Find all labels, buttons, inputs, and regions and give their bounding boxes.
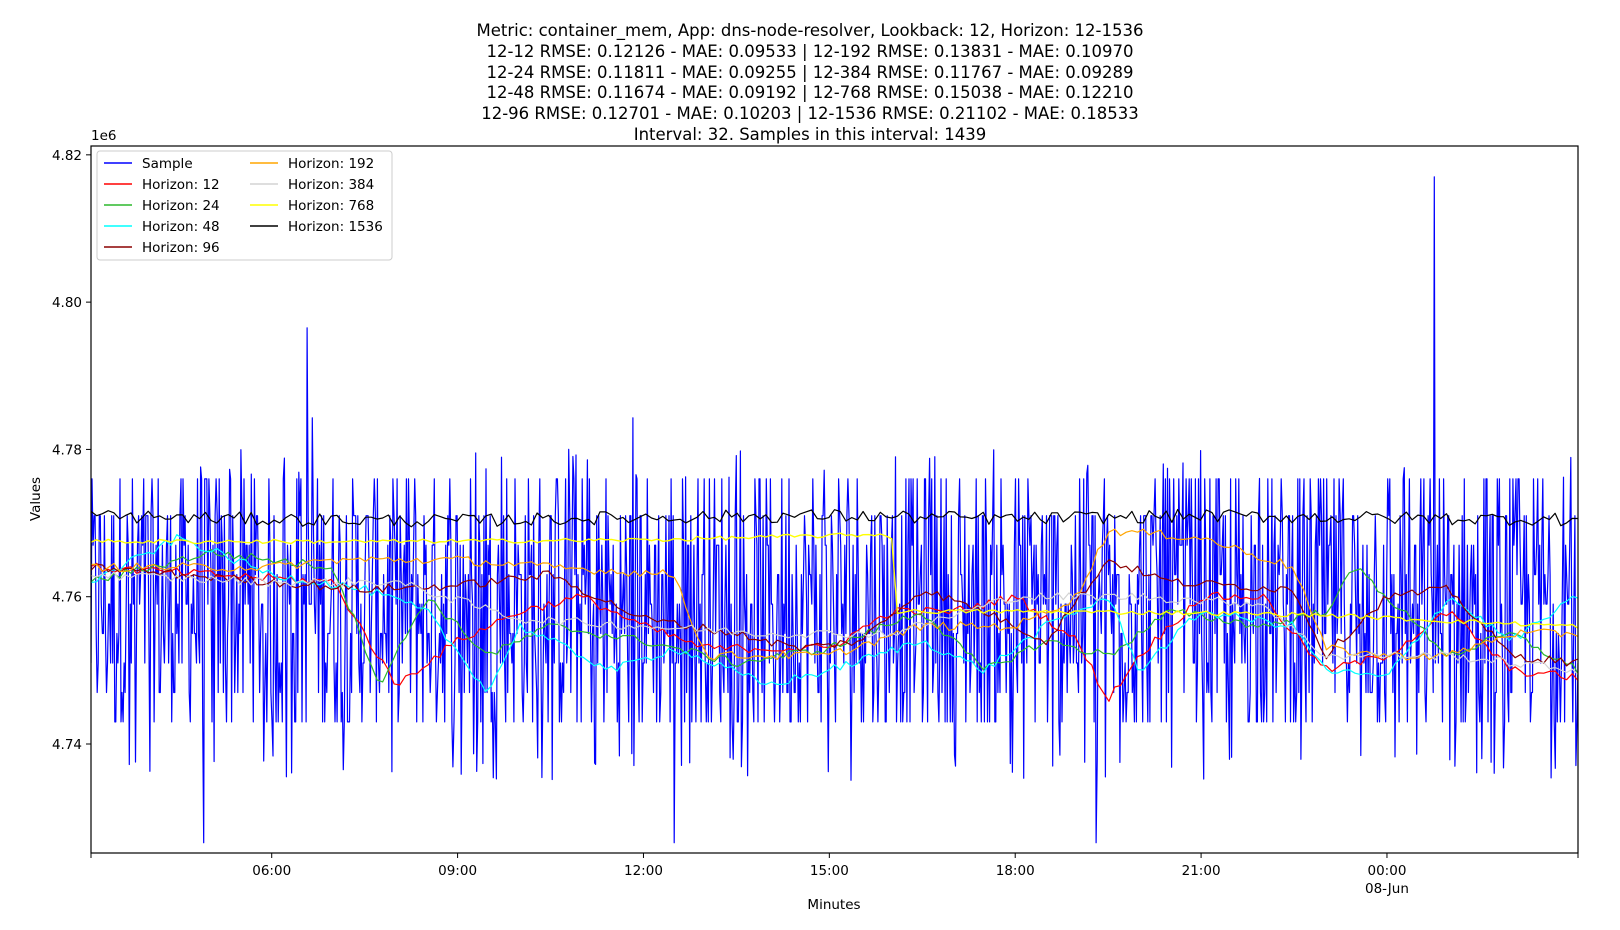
y-axis-label: Values [28, 477, 44, 521]
x-tick-label: 00:00 [1368, 863, 1407, 879]
series-line-horizon-768 [91, 532, 1578, 629]
title-line-2: 12-12 RMSE: 0.12126 - MAE: 0.09533 | 12-… [486, 42, 1133, 61]
series-line-horizon-24 [91, 549, 1578, 683]
y-tick-label: 4.78 [52, 442, 82, 458]
series-line-sample [91, 176, 1578, 844]
y-tick-label: 4.74 [52, 737, 82, 753]
series-line-horizon-48 [91, 534, 1578, 693]
series-line-horizon-96 [91, 559, 1578, 667]
series-line-horizon-192 [91, 528, 1578, 661]
y-tick-label: 4.76 [52, 590, 82, 606]
y-offset-label: 1e6 [91, 128, 116, 144]
x-tick-label: 18:00 [996, 863, 1035, 879]
legend-label: Horizon: 384 [288, 177, 374, 193]
title-line-4: 12-48 RMSE: 0.11674 - MAE: 0.09192 | 12-… [486, 83, 1133, 102]
legend-label: Horizon: 768 [288, 198, 374, 214]
axis-ticks: 06:00 09:00 12:00 15:00 18:00 21:00 00:00 08-Ju… [52, 148, 1579, 897]
x-tick-label: 12:00 [624, 863, 663, 879]
legend-label: Horizon: 24 [142, 198, 220, 214]
title-line-5: 12-96 RMSE: 0.12701 - MAE: 0.10203 | 12-… [481, 104, 1139, 123]
chart-title: Metric: container_mem, App: dns-node-res… [477, 21, 1144, 144]
x-tick-label: 21:00 [1182, 863, 1221, 879]
series-line-horizon-12 [91, 562, 1578, 702]
series-line-horizon-1536 [91, 508, 1578, 528]
y-tick-label: 4.80 [52, 295, 82, 311]
series-lines [91, 176, 1578, 844]
series-line-horizon-384 [91, 571, 1578, 675]
x-tick-label: 15:00 [810, 863, 849, 879]
legend: Sample Horizon: 12 Horizon: 24 Horizon: 48 H… [96, 150, 393, 261]
legend-label: Horizon: 48 [142, 219, 220, 235]
title-line-3: 12-24 RMSE: 0.11811 - MAE: 0.09255 | 12-… [486, 63, 1133, 82]
legend-label: Horizon: 1536 [288, 219, 383, 235]
title-line-6: Interval: 32. Samples in this interval: … [634, 125, 987, 144]
legend-label: Horizon: 96 [142, 240, 220, 256]
legend-label: Horizon: 192 [288, 156, 374, 172]
plot-area [90, 145, 1579, 854]
x-tick-label: 06:00 [252, 863, 291, 879]
x-axis-label: Minutes [807, 897, 860, 913]
x-tick-sublabel: 08-Jun [1365, 881, 1409, 897]
legend-label: Sample [142, 156, 193, 172]
y-tick-label: 4.82 [52, 148, 82, 164]
x-tick-label: 09:00 [438, 863, 477, 879]
legend-label: Horizon: 12 [142, 177, 220, 193]
title-line-1: Metric: container_mem, App: dns-node-res… [477, 21, 1144, 41]
